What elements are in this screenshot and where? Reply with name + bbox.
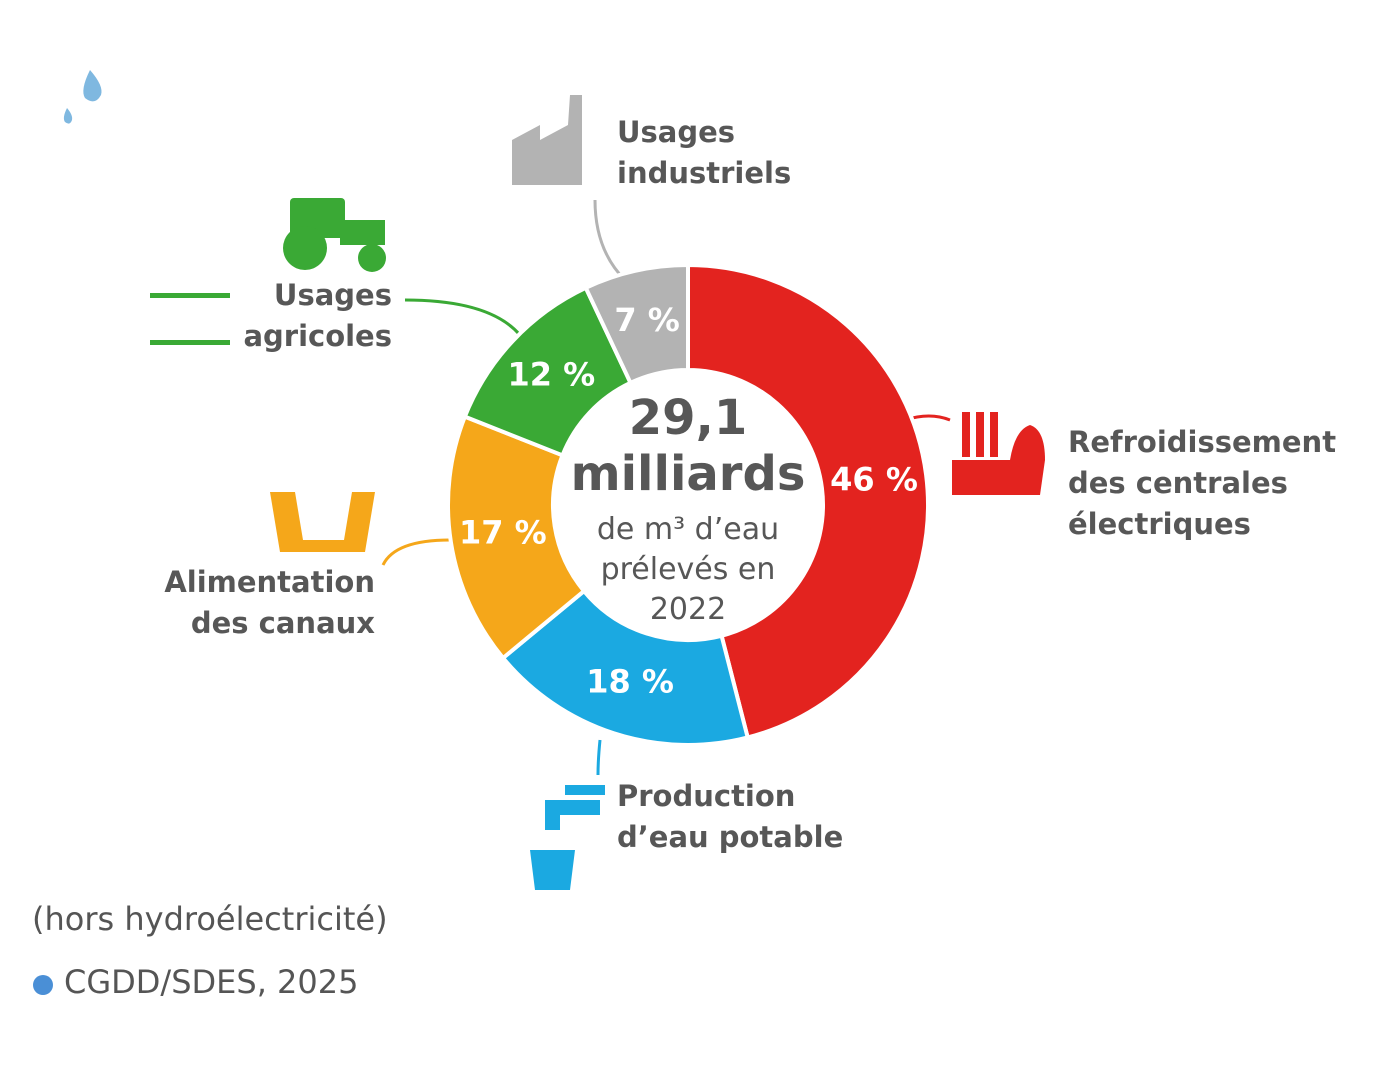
irrigation-icon (150, 293, 230, 345)
leader-line (404, 298, 522, 336)
category-label: Alimentation des canaux (164, 565, 375, 640)
category-label: Usages agricoles (243, 278, 392, 353)
note: (hors hydroélectricité) (32, 900, 388, 938)
tractor-icon (283, 198, 386, 272)
power-plant-icon (952, 412, 1045, 495)
donut-segment (500, 588, 751, 747)
leader-line (593, 199, 627, 282)
center-title: 29,1 milliards (570, 390, 806, 502)
canal-icon (270, 492, 375, 552)
tap-icon (530, 785, 605, 890)
category-label: Production d’eau potable (617, 779, 844, 854)
value-label: 18 % (586, 662, 674, 700)
category-label: Refroidissement des centrales électrique… (1068, 425, 1337, 541)
value-label: 46 % (830, 461, 918, 499)
category-label: Usages industriels (617, 115, 792, 190)
leader-line (596, 739, 602, 776)
icons (33, 70, 1045, 995)
donut-segment (686, 262, 930, 740)
drop-icon (63, 108, 73, 124)
source-dot (33, 975, 53, 995)
value-label: 7 % (614, 301, 679, 339)
leader-line (381, 538, 451, 566)
value-label: 12 % (507, 356, 595, 394)
donut-segment (583, 262, 690, 386)
donut-segment (446, 414, 587, 661)
drop-icon (83, 70, 102, 102)
center-subtitle: de m³ d’eau prélevés en 2022 (596, 512, 780, 627)
value-label: 17 % (459, 513, 547, 551)
source: CGDD/SDES, 2025 (64, 963, 359, 1001)
factory-icon (512, 95, 582, 185)
